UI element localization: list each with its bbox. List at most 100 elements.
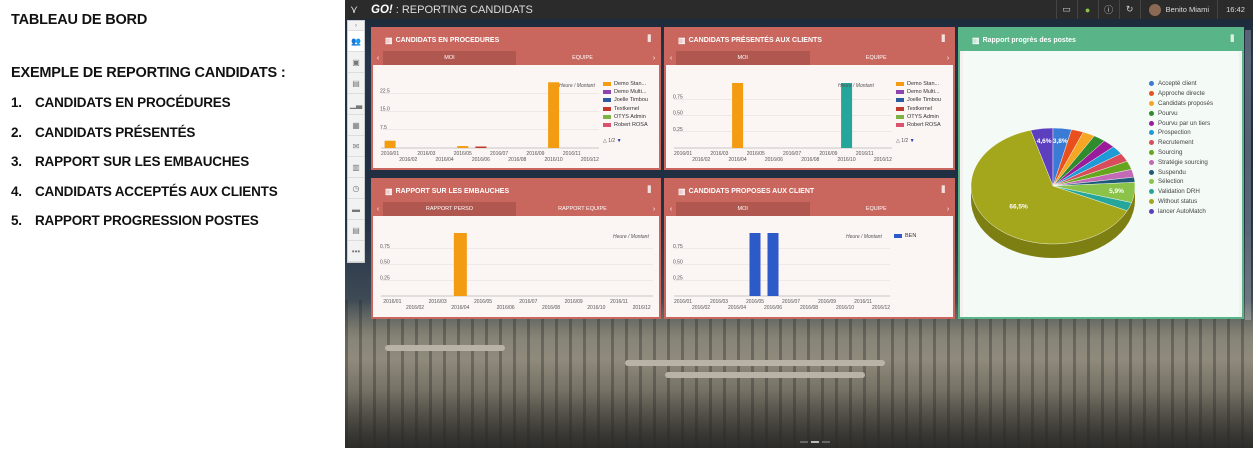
tab-rapport-equipe[interactable]: RAPPORT EQUIPE bbox=[558, 206, 607, 212]
legend-swatch bbox=[1149, 149, 1154, 155]
legend-swatch bbox=[896, 123, 904, 128]
x-tick-label: 2016/10 bbox=[545, 157, 563, 163]
legend-item[interactable]: Validation DRH bbox=[1149, 187, 1213, 197]
legend-item[interactable]: Pourvu bbox=[1149, 108, 1213, 118]
clock: 16:42 bbox=[1217, 0, 1253, 19]
expand-icon[interactable]: › bbox=[348, 21, 364, 31]
legend-item[interactable]: Approche directe bbox=[1149, 89, 1213, 99]
bar bbox=[841, 83, 853, 148]
refresh-icon[interactable]: ↻ bbox=[1118, 0, 1140, 19]
next-arrow-icon[interactable]: › bbox=[946, 205, 950, 213]
building-icon[interactable]: ▦ bbox=[348, 115, 364, 136]
background-pipe bbox=[625, 360, 885, 366]
x-tick-label: 2016/10 bbox=[838, 157, 856, 163]
briefcase-icon[interactable]: ▣ bbox=[348, 52, 364, 73]
contact-icon[interactable]: ▤ bbox=[348, 73, 364, 94]
legend-swatch bbox=[896, 82, 904, 87]
legend-swatch bbox=[896, 90, 904, 95]
legend-item[interactable]: Demo Stan... bbox=[603, 80, 648, 88]
legend-item[interactable]: Textkernel bbox=[603, 105, 648, 113]
x-tick-label: 2016/08 bbox=[800, 305, 818, 311]
x-tick-label: 2016/08 bbox=[801, 157, 819, 163]
prev-arrow-icon[interactable]: ‹ bbox=[376, 205, 380, 213]
prev-arrow-icon[interactable]: ‹ bbox=[376, 54, 380, 62]
unit-label: Heure / Montant bbox=[846, 234, 882, 240]
legend-item[interactable]: Joelle Timbou bbox=[896, 96, 941, 104]
page-indicator[interactable] bbox=[800, 441, 830, 443]
bar bbox=[767, 233, 779, 296]
mail-icon[interactable]: ✉ bbox=[348, 136, 364, 157]
status-icon[interactable]: ● bbox=[1076, 0, 1098, 19]
settings-icon[interactable]: ⫼ bbox=[941, 185, 945, 194]
x-tick-label: 2016/03 bbox=[417, 151, 435, 157]
legend-item[interactable]: Recrutement bbox=[1149, 138, 1213, 148]
legend-item[interactable]: Candidats proposés bbox=[1149, 99, 1213, 109]
card-icon[interactable]: ▬ bbox=[348, 199, 364, 220]
legend-item[interactable]: lancer AutoMatch bbox=[1149, 206, 1213, 216]
legend-item[interactable]: BEN bbox=[894, 232, 916, 240]
legend-pager[interactable]: △ 1/2 ▼ bbox=[896, 138, 915, 144]
prev-arrow-icon[interactable]: ‹ bbox=[669, 205, 673, 213]
chart-icon[interactable]: ▁▃ bbox=[348, 94, 364, 115]
x-tick-label: 2016/07 bbox=[490, 151, 508, 157]
settings-icon[interactable]: ⫼ bbox=[1230, 34, 1234, 43]
legend-pager[interactable]: △ 1/2 ▼ bbox=[603, 138, 622, 144]
tab-moi[interactable]: MOI bbox=[676, 202, 810, 216]
legend-item[interactable]: Without status bbox=[1149, 197, 1213, 207]
tab-rapport-perso[interactable]: RAPPORT PERSO bbox=[383, 202, 516, 216]
y-tick-label: 0.50 bbox=[673, 260, 683, 266]
legend-item[interactable]: Prospection bbox=[1149, 128, 1213, 138]
legend-item[interactable]: Accepté client bbox=[1149, 79, 1213, 89]
settings-icon[interactable]: ⫼ bbox=[647, 185, 651, 194]
legend-item[interactable]: Stratégie sourcing bbox=[1149, 157, 1213, 167]
settings-icon[interactable]: ⫼ bbox=[647, 34, 651, 43]
next-arrow-icon[interactable]: › bbox=[652, 205, 656, 213]
tab-equipe[interactable]: EQUIPE bbox=[865, 55, 887, 61]
scrollbar[interactable] bbox=[1245, 30, 1251, 320]
menu-logo-icon[interactable]: ⋎ bbox=[349, 4, 359, 16]
tab-equipe[interactable]: EQUIPE bbox=[865, 206, 887, 212]
legend-item[interactable]: Sélection bbox=[1149, 177, 1213, 187]
more-icon[interactable]: ••• bbox=[348, 241, 364, 262]
calendar-icon[interactable]: ▥ bbox=[348, 157, 364, 178]
tab-equipe[interactable]: EQUIPE bbox=[572, 55, 593, 61]
legend-swatch bbox=[1149, 120, 1154, 126]
x-tick-label: 2016/02 bbox=[399, 157, 417, 163]
legend-label: Without status bbox=[1158, 197, 1198, 205]
legend-item[interactable]: Robert ROSA bbox=[603, 121, 648, 129]
next-arrow-icon[interactable]: › bbox=[946, 54, 950, 62]
info-icon[interactable]: ⓘ bbox=[1097, 0, 1119, 19]
chart-legend: Demo Stan... Demo Multi... Joelle Timbou Te… bbox=[896, 80, 941, 129]
legend-item[interactable]: Pourvu par un tiers bbox=[1149, 118, 1213, 128]
y-tick-label: 15.0 bbox=[380, 107, 390, 113]
report-icon[interactable]: ▤ bbox=[348, 220, 364, 241]
tab-moi[interactable]: MOI bbox=[676, 51, 810, 65]
legend-item[interactable]: Demo Stan... bbox=[896, 80, 941, 88]
page-title: TABLEAU DE BORD bbox=[11, 12, 148, 28]
user-menu[interactable]: Benito Miami bbox=[1139, 0, 1217, 19]
legend-item[interactable]: Suspendu bbox=[1149, 167, 1213, 177]
legend-item[interactable]: Demo Multi... bbox=[603, 88, 648, 96]
legend-item[interactable]: Textkernel bbox=[896, 105, 941, 113]
user-name: Benito Miami bbox=[1165, 5, 1209, 14]
legend-item[interactable]: Demo Multi... bbox=[896, 88, 941, 96]
settings-icon[interactable]: ⫼ bbox=[941, 34, 945, 43]
legend-swatch bbox=[1149, 189, 1154, 195]
clock-icon[interactable]: ◷ bbox=[348, 178, 364, 199]
legend-item[interactable]: OTYS Admin bbox=[603, 113, 648, 121]
background-pipe bbox=[385, 345, 505, 351]
bar bbox=[548, 82, 560, 148]
legend-item[interactable]: Joelle Timbou bbox=[603, 96, 648, 104]
app-window: ⋎ GO! : REPORTING CANDIDATS ▭ ● ⓘ ↻ Beni… bbox=[345, 0, 1253, 448]
next-arrow-icon[interactable]: › bbox=[652, 54, 656, 62]
monitor-icon[interactable]: ▭ bbox=[1055, 0, 1077, 19]
y-tick-label: 0.25 bbox=[380, 275, 390, 281]
x-tick-label: 2016/10 bbox=[836, 305, 854, 311]
prev-arrow-icon[interactable]: ‹ bbox=[669, 54, 673, 62]
legend-item[interactable]: OTYS Admin bbox=[896, 113, 941, 121]
users-icon[interactable]: 👥 bbox=[348, 31, 364, 52]
tab-moi[interactable]: MOI bbox=[383, 51, 516, 65]
legend-item[interactable]: Sourcing bbox=[1149, 148, 1213, 158]
legend-item[interactable]: Robert ROSA bbox=[896, 121, 941, 129]
legend-label: Demo Multi... bbox=[614, 89, 647, 96]
